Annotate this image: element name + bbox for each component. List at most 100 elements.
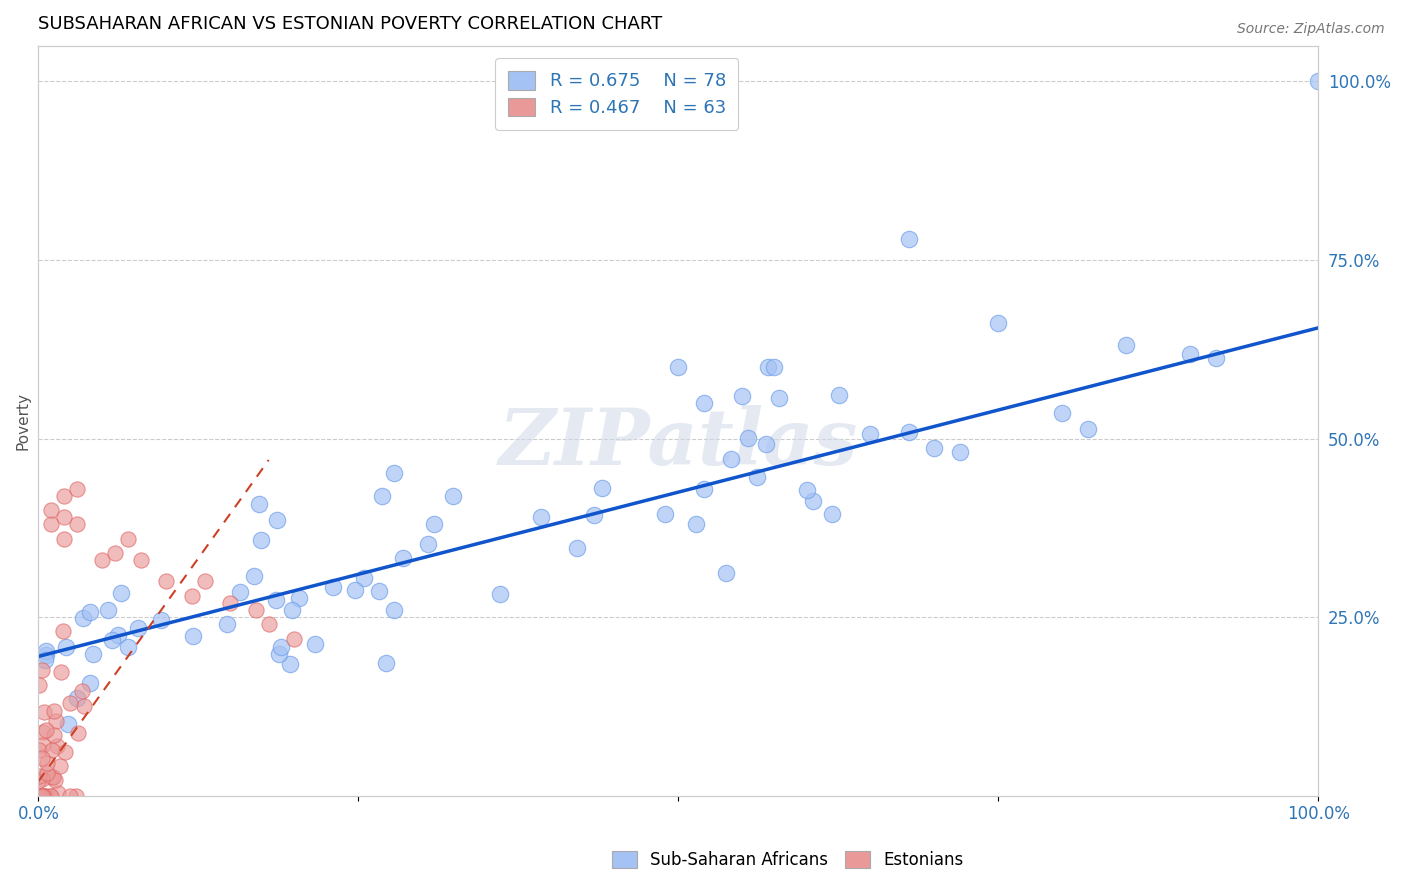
Point (821, 508, 844, 522)
Point (66, 482, 89, 496)
Point (1115, 338, 1137, 352)
Point (32, 789, 55, 803)
Point (441, 489, 464, 503)
Text: Source: ZipAtlas.com: Source: ZipAtlas.com (1237, 22, 1385, 37)
Point (278, 657, 301, 671)
Point (39, 789, 62, 803)
Point (194, 574, 217, 589)
Point (530, 510, 553, 524)
Point (731, 389, 754, 403)
Point (283, 632, 305, 646)
Point (35, 789, 58, 803)
Point (129, 553, 152, 567)
Point (1205, 351, 1227, 365)
Point (215, 616, 238, 631)
Point (796, 483, 818, 497)
Point (666, 360, 689, 375)
Legend: Sub-Saharan Africans, Estonians: Sub-Saharan Africans, Estonians (602, 841, 973, 880)
Point (567, 541, 589, 555)
Point (56, 717, 79, 731)
Point (685, 517, 707, 532)
Point (243, 569, 266, 583)
Point (34, 653, 56, 667)
Point (591, 481, 613, 495)
Point (897, 231, 920, 245)
Point (304, 637, 326, 651)
Point (31, 789, 53, 803)
Point (28, 769, 51, 783)
Point (28, 678, 51, 692)
Point (53, 745, 76, 759)
Point (32, 789, 55, 803)
Point (79, 605, 101, 619)
Point (150, 613, 173, 627)
Point (247, 497, 270, 511)
Point (117, 532, 139, 546)
Point (249, 533, 271, 547)
Point (52, 624, 75, 638)
Point (49, 758, 72, 772)
Point (59, 789, 82, 803)
Point (322, 581, 344, 595)
Point (392, 550, 415, 565)
Point (1052, 406, 1074, 420)
Point (67, 726, 90, 740)
Point (229, 585, 252, 599)
Point (257, 617, 280, 632)
Point (31, 751, 53, 765)
Point (110, 586, 132, 600)
Point (382, 467, 405, 481)
Point (41, 770, 63, 784)
Point (720, 452, 742, 467)
Point (91, 553, 114, 567)
Point (31, 663, 53, 677)
Point (768, 392, 790, 406)
Point (1180, 347, 1202, 361)
Y-axis label: Poverty: Poverty (15, 392, 30, 450)
Point (66, 690, 89, 705)
Point (693, 482, 716, 496)
Point (714, 566, 737, 580)
Point (489, 586, 512, 600)
Point (269, 647, 291, 661)
Point (117, 640, 139, 655)
Point (801, 494, 824, 508)
Point (35, 723, 58, 737)
Point (382, 603, 405, 617)
Point (264, 593, 287, 607)
Point (65, 789, 87, 803)
Point (266, 513, 288, 527)
Text: ZIPatlas: ZIPatlas (499, 405, 858, 482)
Point (755, 437, 778, 451)
Point (42, 771, 65, 785)
Point (82, 647, 104, 661)
Point (27, 789, 49, 803)
Point (1308, 74, 1330, 88)
Text: SUBSAHARAN AFRICAN VS ESTONIAN POVERTY CORRELATION CHART: SUBSAHARAN AFRICAN VS ESTONIAN POVERTY C… (38, 15, 662, 33)
Point (34, 789, 56, 803)
Point (422, 516, 444, 531)
Point (97, 603, 120, 617)
Point (35, 756, 58, 770)
Point (104, 546, 127, 560)
Point (374, 656, 396, 670)
Point (55, 640, 77, 654)
Point (245, 603, 267, 617)
Point (28, 789, 51, 803)
Point (42, 728, 65, 742)
Legend: R = 0.675    N = 78, R = 0.467    N = 63: R = 0.675 N = 78, R = 0.467 N = 63 (495, 59, 738, 129)
Point (31, 772, 53, 786)
Point (745, 470, 768, 484)
Point (107, 628, 129, 642)
Point (52, 510, 75, 524)
Point (828, 388, 851, 402)
Point (693, 396, 716, 410)
Point (949, 445, 972, 459)
Point (924, 441, 946, 455)
Point (44, 773, 66, 788)
Point (31, 789, 53, 803)
Point (28, 789, 51, 803)
Point (32, 738, 55, 752)
Point (45, 714, 67, 728)
Point (46, 739, 69, 754)
